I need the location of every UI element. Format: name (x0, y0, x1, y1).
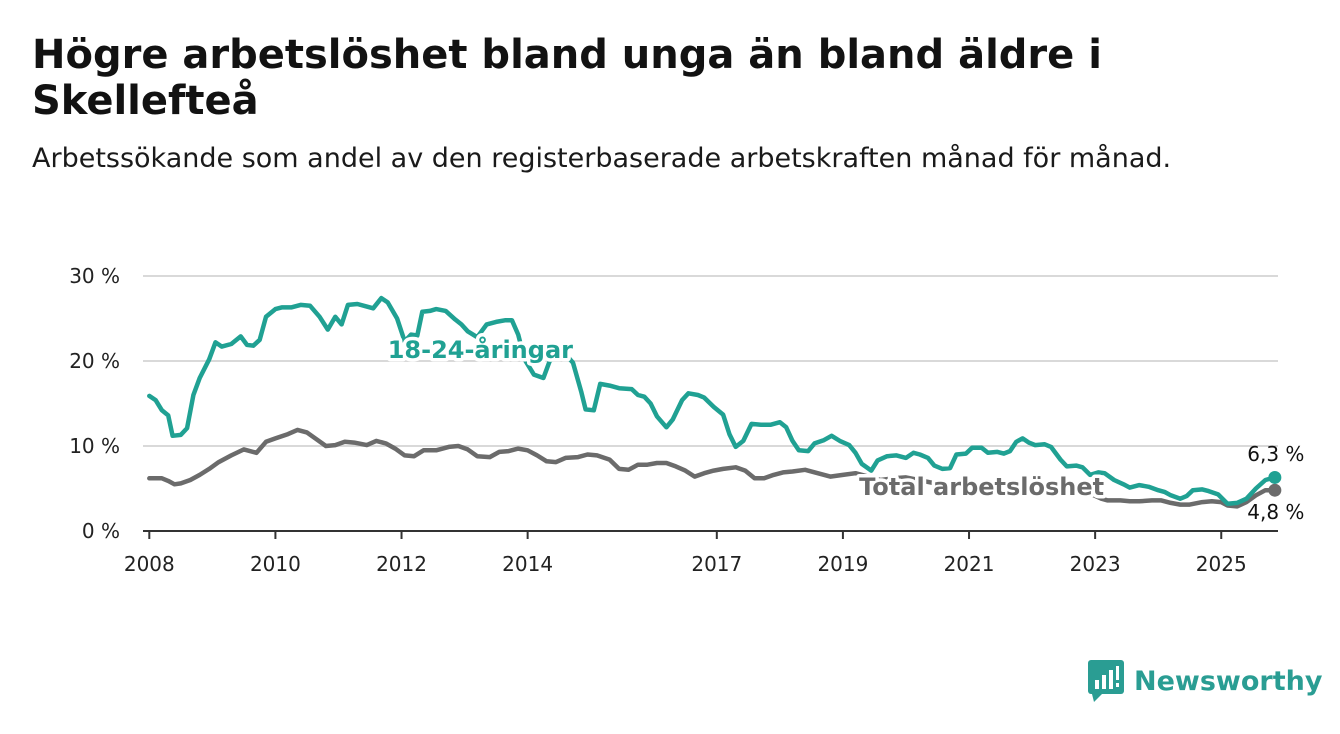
y-tick-label: 0 % (82, 519, 120, 543)
x-axis-ticks: 2008 2010 2012 2014 2017 2019 2021 2023 2025 (124, 531, 1247, 576)
x-tick-label: 2014 (502, 552, 553, 576)
series-label-youth: 18-24-åringar (388, 335, 573, 364)
x-tick-label: 2021 (944, 552, 995, 576)
series-line-total (147, 427, 1278, 509)
newsworthy-logo-icon (1088, 660, 1124, 702)
chart-subtitle: Arbetssökande som andel av den registerb… (32, 143, 1172, 174)
end-point-youth (1268, 470, 1282, 484)
x-tick-label: 2017 (691, 552, 742, 576)
x-tick-label: 2019 (817, 552, 868, 576)
series-lines (147, 295, 1282, 509)
y-tick-label: 10 % (69, 434, 120, 458)
end-label-total: 4,8 % (1247, 500, 1304, 524)
x-tick-label: 2010 (250, 552, 301, 576)
end-label-youth: 6,3 % (1247, 442, 1304, 466)
series-line-youth (147, 295, 1278, 507)
x-tick-label: 2023 (1070, 552, 1121, 576)
y-axis-ticks: 0 % 10 % 20 % 30 % (69, 264, 120, 543)
x-tick-label: 2012 (376, 552, 427, 576)
line-chart: 0 % 10 % 20 % 30 % 2008 2010 2012 2014 2017 2019… (69, 264, 1304, 576)
newsworthy-logo-text: Newsworthy (1134, 665, 1323, 697)
newsworthy-logo: Newsworthy (1088, 660, 1322, 702)
y-tick-label: 20 % (69, 349, 120, 373)
x-tick-label: 2025 (1196, 552, 1247, 576)
chart-title: Högre arbetslöshet bland unga än bland ä… (32, 32, 1102, 124)
series-labels: 18-24-åringar Total arbetslöshet 6,3 % 4,8 … (384, 332, 1304, 525)
y-tick-label: 30 % (69, 264, 120, 288)
x-tick-label: 2008 (124, 552, 175, 576)
series-label-total: Total arbetslöshet (859, 473, 1104, 501)
end-point-total (1268, 483, 1282, 497)
